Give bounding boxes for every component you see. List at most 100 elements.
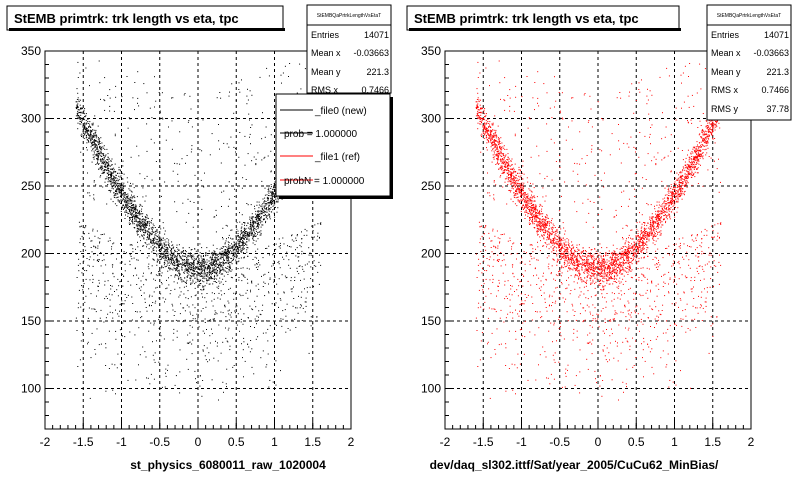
scatter-point bbox=[216, 248, 218, 250]
scatter-point bbox=[270, 191, 272, 193]
scatter-point bbox=[252, 222, 254, 224]
scatter-point bbox=[227, 250, 229, 252]
scatter-point bbox=[291, 234, 293, 236]
scatter-point bbox=[240, 251, 242, 253]
scatter-point bbox=[77, 92, 79, 94]
scatter-point bbox=[173, 256, 175, 258]
scatter-point bbox=[173, 254, 175, 256]
scatter-point bbox=[116, 192, 118, 194]
scatter-point bbox=[252, 219, 254, 221]
scatter-point bbox=[198, 260, 200, 262]
scatter-point bbox=[223, 258, 224, 260]
scatter-point bbox=[261, 310, 263, 311]
scatter-point bbox=[115, 393, 116, 395]
scatter-point bbox=[127, 200, 129, 202]
scatter-point bbox=[121, 190, 123, 192]
left-ticks bbox=[44, 50, 352, 429]
scatter-point bbox=[171, 262, 173, 264]
scatter-point bbox=[127, 127, 129, 129]
scatter-point bbox=[271, 198, 273, 200]
scatter-point bbox=[687, 177, 689, 179]
scatter-point bbox=[231, 229, 233, 231]
scatter-point bbox=[104, 163, 106, 165]
scatter-point bbox=[193, 256, 195, 258]
scatter-point bbox=[252, 221, 254, 223]
scatter-point bbox=[164, 239, 166, 241]
scatter-point bbox=[161, 257, 163, 259]
scatter-point bbox=[116, 178, 118, 180]
scatter-point bbox=[178, 276, 180, 278]
scatter-point bbox=[244, 229, 246, 231]
scatter-point bbox=[261, 224, 263, 226]
scatter-point bbox=[100, 159, 102, 161]
scatter-point bbox=[205, 301, 207, 303]
scatter-point bbox=[159, 110, 161, 112]
scatter-point bbox=[213, 275, 215, 277]
scatter-point bbox=[242, 231, 244, 233]
scatter-point bbox=[226, 368, 228, 370]
scatter-point bbox=[499, 142, 500, 144]
scatter-point bbox=[146, 217, 148, 219]
scatter-point bbox=[191, 326, 193, 328]
scatter-point bbox=[234, 196, 236, 197]
scatter-point bbox=[79, 238, 81, 240]
scatter-point bbox=[103, 153, 105, 155]
scatter-point bbox=[154, 246, 156, 248]
scatter-point bbox=[257, 228, 259, 230]
scatter-point bbox=[251, 308, 253, 310]
scatter-point bbox=[144, 230, 146, 232]
scatter-point bbox=[162, 267, 164, 269]
scatter-point bbox=[78, 101, 80, 102]
scatter-point bbox=[300, 279, 301, 281]
scatter-point bbox=[211, 379, 213, 381]
scatter-point bbox=[187, 269, 189, 270]
scatter-point bbox=[257, 248, 259, 250]
scatter-point bbox=[170, 257, 172, 259]
scatter-point bbox=[120, 170, 121, 172]
scatter-point bbox=[125, 200, 127, 202]
scatter-point bbox=[142, 223, 143, 225]
scatter-point bbox=[233, 146, 235, 148]
scatter-point bbox=[642, 245, 644, 247]
scatter-point bbox=[224, 262, 226, 264]
scatter-point bbox=[121, 172, 123, 174]
scatter-point bbox=[534, 211, 536, 213]
scatter-point bbox=[84, 128, 86, 130]
scatter-point bbox=[278, 278, 280, 280]
scatter-point bbox=[173, 262, 175, 263]
scatter-point bbox=[113, 178, 115, 180]
scatter-point bbox=[251, 213, 253, 215]
scatter-point bbox=[101, 167, 103, 168]
scatter-point bbox=[176, 264, 178, 266]
scatter-point bbox=[143, 224, 145, 226]
scatter-point bbox=[201, 275, 202, 277]
scatter-point bbox=[246, 241, 248, 243]
scatter-point bbox=[658, 316, 659, 318]
scatter-point bbox=[205, 272, 207, 274]
scatter-point bbox=[252, 242, 254, 244]
scatter-point bbox=[200, 271, 202, 273]
scatter-point bbox=[655, 213, 657, 215]
scatter-point bbox=[152, 302, 154, 303]
scatter-point bbox=[109, 237, 111, 239]
scatter-point bbox=[143, 237, 145, 239]
scatter-point bbox=[266, 185, 268, 187]
scatter-point bbox=[93, 156, 95, 158]
scatter-point bbox=[163, 247, 165, 249]
scatter-point bbox=[196, 256, 198, 258]
scatter-point bbox=[105, 365, 107, 366]
scatter-point bbox=[279, 247, 281, 249]
scatter-point bbox=[171, 256, 173, 258]
scatter-point bbox=[216, 266, 218, 268]
scatter-point bbox=[147, 231, 149, 233]
scatter-point bbox=[138, 217, 140, 219]
scatter-point bbox=[222, 238, 224, 240]
scatter-point bbox=[103, 154, 104, 156]
scatter-point bbox=[165, 246, 167, 248]
scatter-point bbox=[148, 229, 150, 230]
scatter-point bbox=[216, 253, 218, 255]
scatter-point bbox=[277, 197, 279, 199]
scatter-point bbox=[199, 268, 200, 270]
scatter-point bbox=[665, 204, 667, 206]
scatter-point bbox=[258, 210, 260, 212]
